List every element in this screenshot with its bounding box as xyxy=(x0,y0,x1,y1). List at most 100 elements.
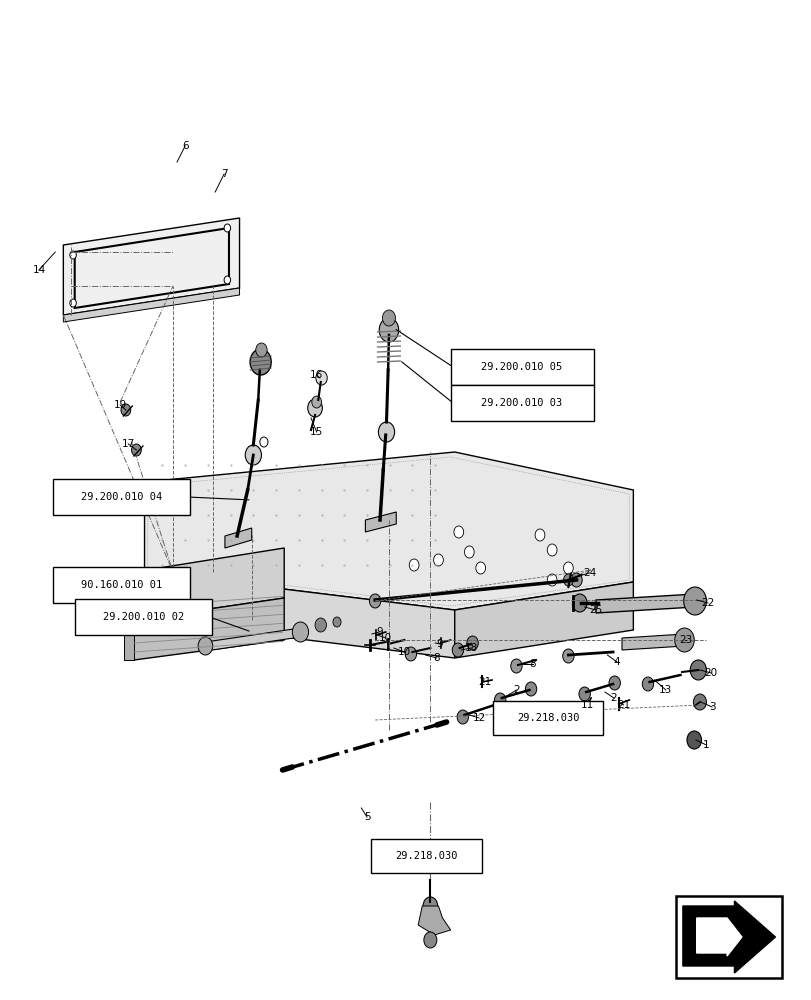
Circle shape xyxy=(255,343,267,357)
Text: 21: 21 xyxy=(478,677,491,687)
Text: 9: 9 xyxy=(436,639,443,649)
Circle shape xyxy=(379,318,398,342)
Text: 8: 8 xyxy=(529,659,535,669)
Bar xyxy=(676,896,781,978)
Circle shape xyxy=(382,310,395,326)
Text: 17: 17 xyxy=(122,439,135,449)
Circle shape xyxy=(547,544,556,556)
Polygon shape xyxy=(144,572,454,658)
Circle shape xyxy=(333,617,341,627)
Text: 24: 24 xyxy=(582,568,595,578)
Text: 90.160.010 01: 90.160.010 01 xyxy=(80,580,162,590)
Circle shape xyxy=(250,349,271,375)
Circle shape xyxy=(608,676,620,690)
Polygon shape xyxy=(134,598,284,660)
Circle shape xyxy=(534,529,544,541)
Circle shape xyxy=(423,897,437,915)
Polygon shape xyxy=(124,620,134,660)
Text: 15: 15 xyxy=(310,427,323,437)
Text: 16: 16 xyxy=(310,370,323,380)
Circle shape xyxy=(563,574,573,586)
Circle shape xyxy=(494,693,505,707)
Text: 13: 13 xyxy=(659,685,672,695)
Circle shape xyxy=(453,526,463,538)
Circle shape xyxy=(423,932,436,948)
Text: 29.200.010 04: 29.200.010 04 xyxy=(80,492,162,502)
Circle shape xyxy=(563,562,573,574)
Circle shape xyxy=(378,422,394,442)
Circle shape xyxy=(578,687,590,701)
Text: 20: 20 xyxy=(704,668,717,678)
Polygon shape xyxy=(696,918,741,956)
Circle shape xyxy=(510,659,521,673)
Circle shape xyxy=(198,637,212,655)
Polygon shape xyxy=(454,582,633,658)
Polygon shape xyxy=(365,512,396,532)
Circle shape xyxy=(260,437,268,447)
Text: 21: 21 xyxy=(616,700,629,710)
Circle shape xyxy=(224,224,230,232)
Polygon shape xyxy=(205,628,300,651)
FancyBboxPatch shape xyxy=(450,349,593,385)
Circle shape xyxy=(475,562,485,574)
Circle shape xyxy=(693,694,706,710)
Text: 8: 8 xyxy=(433,653,440,663)
Text: 23: 23 xyxy=(679,635,692,645)
Circle shape xyxy=(457,710,468,724)
Text: 6: 6 xyxy=(182,141,188,151)
FancyBboxPatch shape xyxy=(75,599,212,635)
Text: 5: 5 xyxy=(363,812,370,822)
FancyBboxPatch shape xyxy=(450,385,593,421)
Circle shape xyxy=(131,444,141,456)
Text: 11: 11 xyxy=(581,700,594,710)
Text: 18: 18 xyxy=(464,643,477,653)
Polygon shape xyxy=(134,572,144,620)
Circle shape xyxy=(307,399,322,417)
Text: 2: 2 xyxy=(513,685,519,695)
FancyBboxPatch shape xyxy=(53,567,190,603)
Text: 1: 1 xyxy=(702,740,709,750)
Circle shape xyxy=(405,647,416,661)
Text: 10: 10 xyxy=(379,633,392,643)
Text: 29.218.030: 29.218.030 xyxy=(395,851,457,861)
Text: 4: 4 xyxy=(613,657,620,667)
Polygon shape xyxy=(595,594,694,613)
Text: 10: 10 xyxy=(397,647,410,657)
Text: 29.200.010 02: 29.200.010 02 xyxy=(102,612,184,622)
Polygon shape xyxy=(418,906,450,935)
Circle shape xyxy=(570,573,581,587)
FancyBboxPatch shape xyxy=(492,701,603,735)
Circle shape xyxy=(547,574,556,586)
Text: 19: 19 xyxy=(114,400,127,410)
FancyBboxPatch shape xyxy=(53,479,190,515)
Circle shape xyxy=(433,554,443,566)
Text: 29.200.010 03: 29.200.010 03 xyxy=(481,398,562,408)
Circle shape xyxy=(311,396,321,408)
Circle shape xyxy=(315,371,327,385)
Circle shape xyxy=(224,276,230,284)
Text: 25: 25 xyxy=(589,605,602,615)
Circle shape xyxy=(683,587,706,615)
Circle shape xyxy=(525,682,536,696)
Polygon shape xyxy=(144,452,633,610)
Polygon shape xyxy=(134,548,284,620)
Text: 7: 7 xyxy=(221,169,227,179)
Circle shape xyxy=(464,546,474,558)
Circle shape xyxy=(121,404,131,416)
Text: 14: 14 xyxy=(32,265,45,275)
Text: 29.218.030: 29.218.030 xyxy=(517,713,578,723)
Polygon shape xyxy=(225,528,251,548)
Text: 12: 12 xyxy=(472,713,485,723)
Polygon shape xyxy=(621,634,684,650)
Circle shape xyxy=(70,299,76,307)
Circle shape xyxy=(686,731,701,749)
Circle shape xyxy=(409,559,418,571)
Circle shape xyxy=(245,445,261,465)
Text: 29.200.010 05: 29.200.010 05 xyxy=(481,362,562,372)
Polygon shape xyxy=(682,901,775,973)
Circle shape xyxy=(70,251,76,259)
Polygon shape xyxy=(63,218,239,315)
Circle shape xyxy=(315,618,326,632)
Circle shape xyxy=(369,594,380,608)
Text: 22: 22 xyxy=(701,598,714,608)
